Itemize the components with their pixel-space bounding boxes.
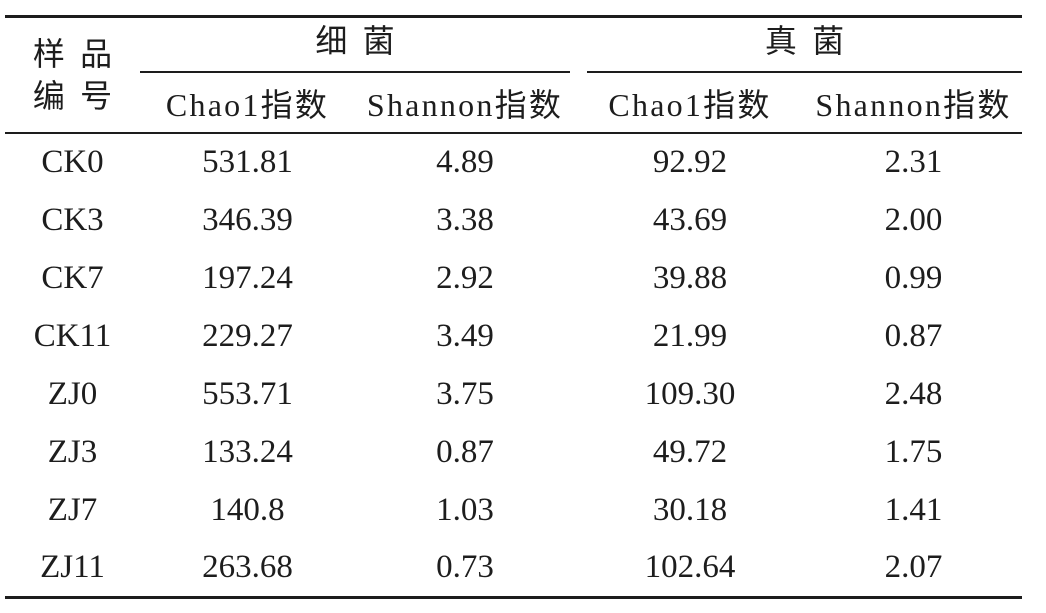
fungi-chao1-cell: 102.64	[644, 548, 736, 585]
table-row: CK0 531.81 4.89 92.92 2.31	[5, 133, 1022, 191]
fungi-chao1-cell: 30.18	[652, 491, 728, 528]
col-header-bacteria-shannon: Shannon指数	[355, 73, 575, 134]
fungi-chao1-cell: 43.69	[652, 201, 728, 238]
table-row: CK11 229.27 3.49 21.99 0.87	[5, 307, 1022, 365]
fungi-shannon-cell: 1.75	[884, 433, 943, 470]
fungi-spanner-rule: 真菌	[587, 20, 1022, 73]
fungi-shannon-cell: 2.00	[884, 201, 943, 238]
group-header-row: 样品 编号 细菌 真菌	[5, 16, 1022, 134]
fungi-chao1-cell: 109.30	[644, 375, 736, 412]
col-header-fungi-shannon: Shannon指数	[805, 73, 1022, 134]
sample-id-cell: CK3	[41, 201, 104, 238]
bacteria-chao1-cell: 553.71	[202, 375, 293, 412]
group-label-fungi: 真菌	[764, 23, 860, 59]
fungi-shannon-cell: 0.87	[884, 317, 943, 354]
stub-header-line2: 编号	[32, 78, 128, 114]
bacteria-shannon-cell: 3.38	[436, 201, 494, 238]
bacteria-chao1-cell: 263.68	[202, 548, 293, 585]
table-row: CK3 346.39 3.38 43.69 2.00	[5, 191, 1022, 249]
table-row: CK7 197.24 2.92 39.88 0.99	[5, 249, 1022, 307]
bacteria-chao1-cell: 531.81	[202, 144, 293, 180]
fungi-shannon-cell: 2.48	[884, 375, 943, 412]
fungi-chao1-cell: 39.88	[652, 259, 728, 296]
alpha-diversity-table: 样品 编号 细菌 真菌 Chao1指数 Shannon指数	[5, 15, 1022, 599]
bacteria-shannon-cell: 0.87	[436, 433, 494, 470]
col-header-fungi-chao1: Chao1指数	[575, 73, 805, 134]
bacteria-spanner-rule: 细菌	[140, 20, 570, 73]
fungi-shannon-cell: 1.41	[884, 491, 943, 528]
fungi-chao1-cell: 49.72	[652, 433, 728, 470]
sample-id-cell: CK7	[41, 259, 104, 296]
table-row: ZJ7 140.8 1.03 30.18 1.41	[5, 481, 1022, 539]
fungi-shannon-cell: 2.07	[884, 548, 943, 585]
bacteria-shannon-cell: 1.03	[436, 491, 494, 528]
fungi-shannon-cell: 2.31	[884, 144, 943, 180]
col-header-bacteria-chao1: Chao1指数	[140, 73, 355, 134]
sample-id-cell: ZJ0	[47, 375, 98, 412]
table-row: ZJ0 553.71 3.75 109.30 2.48	[5, 365, 1022, 423]
bacteria-shannon-cell: 3.49	[436, 317, 494, 354]
group-header-fungi: 真菌	[575, 17, 1022, 73]
bacteria-shannon-cell: 4.89	[436, 144, 494, 180]
sample-id-cell: ZJ7	[47, 491, 98, 528]
bacteria-chao1-cell: 229.27	[202, 317, 293, 354]
fungi-chao1-cell: 92.92	[652, 144, 728, 180]
stub-header-line1: 样品	[32, 36, 128, 72]
sample-id-cell: CK0	[41, 144, 104, 180]
table-row: ZJ3 133.24 0.87 49.72 1.75	[5, 423, 1022, 481]
bacteria-chao1-cell: 346.39	[202, 201, 293, 238]
paper-table-region: 样品 编号 细菌 真菌 Chao1指数 Shannon指数	[5, 15, 1022, 599]
stub-header-sample-id: 样品 编号	[5, 16, 140, 134]
bacteria-chao1-cell: 140.8	[210, 491, 285, 528]
sample-id-cell: ZJ3	[47, 433, 98, 470]
table-row: ZJ11 263.68 0.73 102.64 2.07	[5, 539, 1022, 597]
bacteria-chao1-cell: 133.24	[202, 433, 293, 470]
sub-header-row: Chao1指数 Shannon指数 Chao1指数 Shannon指数	[5, 73, 1022, 134]
sample-id-cell: CK11	[33, 317, 112, 354]
bacteria-shannon-cell: 0.73	[436, 548, 494, 585]
stub-header-lines: 样品 编号	[5, 33, 140, 117]
sample-id-cell: ZJ11	[40, 548, 105, 585]
fungi-shannon-cell: 0.99	[884, 259, 943, 296]
bacteria-shannon-cell: 3.75	[436, 375, 494, 412]
fungi-chao1-cell: 21.99	[652, 317, 728, 354]
bacteria-shannon-cell: 2.92	[436, 259, 494, 296]
bacteria-chao1-cell: 197.24	[202, 259, 293, 296]
group-label-bacteria: 细菌	[315, 23, 411, 59]
group-header-bacteria: 细菌	[140, 17, 575, 73]
